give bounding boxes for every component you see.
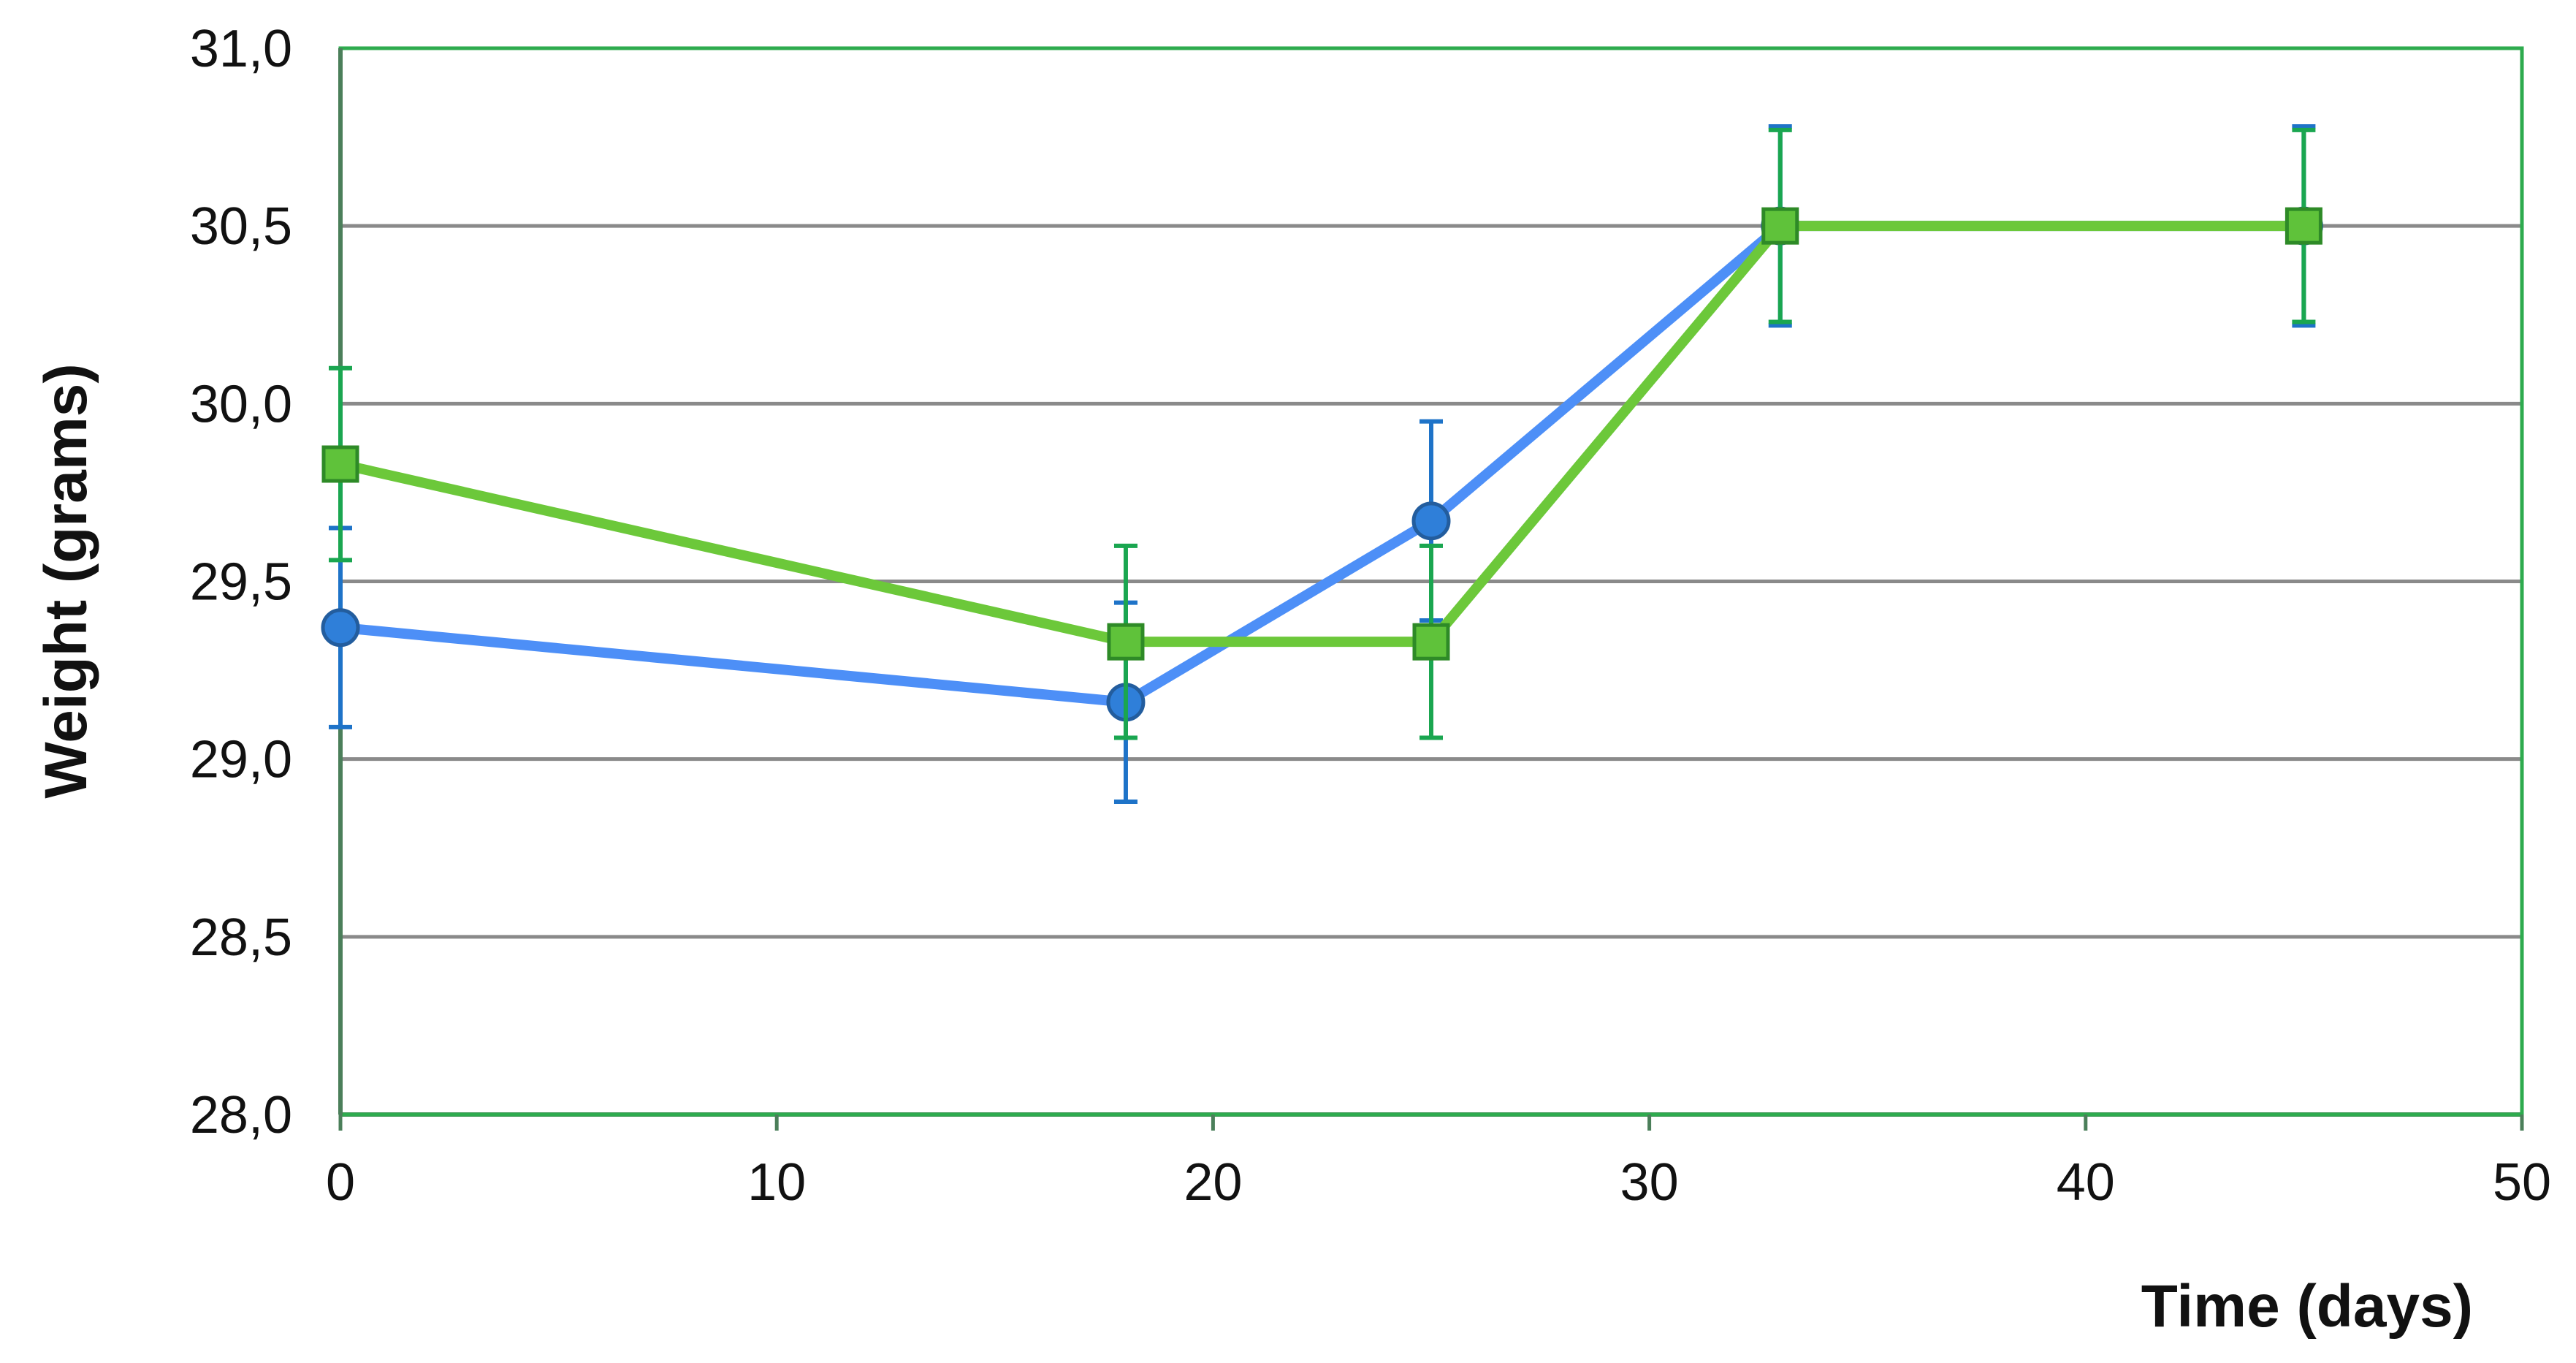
y-tick-label: 31,0 xyxy=(190,20,292,78)
series-line xyxy=(335,221,2309,707)
y-tick-label: 29,5 xyxy=(190,553,292,612)
data-point xyxy=(1761,207,1799,245)
data-point xyxy=(321,608,360,648)
series-line xyxy=(335,221,2309,648)
x-tick-label: 10 xyxy=(747,1153,806,1212)
y-tick-label: 28,0 xyxy=(190,1086,292,1144)
series-2 xyxy=(321,127,2322,740)
data-point xyxy=(2285,207,2322,245)
x-tick-label: 20 xyxy=(1184,1153,1242,1212)
x-axis-ticks: 0 10 20 30 40 50 xyxy=(326,1115,2551,1212)
y-tick-label: 30,5 xyxy=(190,197,292,256)
data-point xyxy=(321,445,359,483)
data-point xyxy=(1412,623,1450,661)
x-tick-label: 0 xyxy=(326,1153,355,1212)
series-layer xyxy=(321,124,2323,805)
data-point xyxy=(1411,501,1451,541)
y-tick-label: 30,0 xyxy=(190,375,292,433)
x-tick-label: 50 xyxy=(2493,1153,2551,1212)
y-tick-label: 28,5 xyxy=(190,908,292,967)
y-tick-label: 29,0 xyxy=(190,731,292,789)
x-tick-label: 30 xyxy=(1620,1153,1679,1212)
y-axis-title: Weight (grams) xyxy=(33,363,99,798)
y-axis-ticks: 28,0 28,5 29,0 29,5 30,0 30,5 31,0 xyxy=(190,20,292,1144)
data-point xyxy=(1107,623,1145,661)
x-tick-label: 40 xyxy=(2057,1153,2115,1212)
x-axis-title: Time (days) xyxy=(2141,1273,2473,1340)
